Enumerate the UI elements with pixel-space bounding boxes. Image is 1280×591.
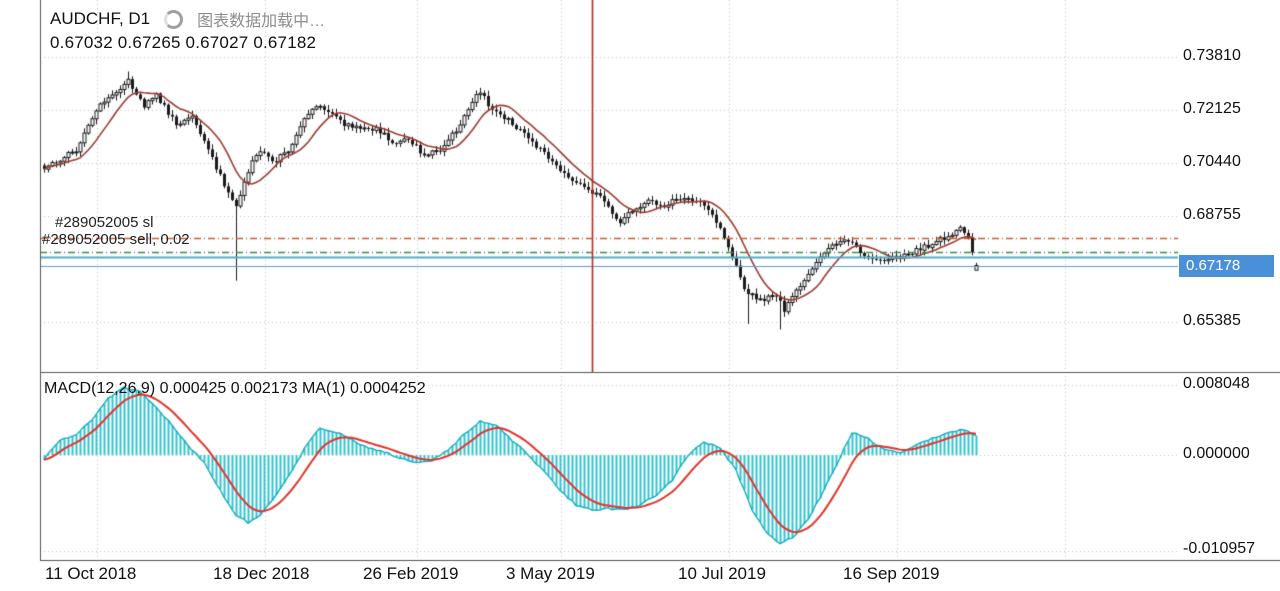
price-tick: 0.70440 bbox=[1183, 153, 1241, 170]
chart-header: AUDCHF, D1 图表数据加载中… bbox=[50, 7, 325, 31]
order-sl-label: #289052005 sl bbox=[55, 214, 154, 231]
loading-status-text: 图表数据加载中… bbox=[197, 13, 326, 30]
loading-spinner-icon bbox=[164, 9, 184, 29]
price-tick: 0.65385 bbox=[1183, 312, 1241, 329]
ohlc-values: 0.67032 0.67265 0.67027 0.67182 bbox=[50, 33, 317, 52]
date-label: 10 Jul 2019 bbox=[678, 564, 766, 583]
date-label: 16 Sep 2019 bbox=[843, 564, 940, 583]
price-tick: 0.68755 bbox=[1183, 206, 1241, 223]
symbol-timeframe-label: AUDCHF, D1 bbox=[50, 9, 151, 28]
macd-tick: -0.010957 bbox=[1183, 540, 1256, 557]
date-label: 11 Oct 2018 bbox=[45, 564, 137, 583]
order-sell-label: #289052005 sell, 0.02 bbox=[42, 231, 190, 248]
macd-tick: 0.000000 bbox=[1183, 445, 1250, 462]
price-tick: 0.72125 bbox=[1183, 100, 1241, 117]
price-tick: 0.73810 bbox=[1183, 47, 1241, 64]
macd-tick: 0.008048 bbox=[1183, 375, 1250, 392]
current-price-badge: 0.67178 bbox=[1179, 255, 1274, 277]
date-label: 18 Dec 2018 bbox=[213, 564, 310, 583]
date-label: 3 May 2019 bbox=[506, 564, 595, 583]
date-label: 26 Feb 2019 bbox=[363, 564, 459, 583]
macd-indicator-label: MACD(12,26,9) 0.000425 0.002173 MA(1) 0.… bbox=[44, 380, 426, 397]
